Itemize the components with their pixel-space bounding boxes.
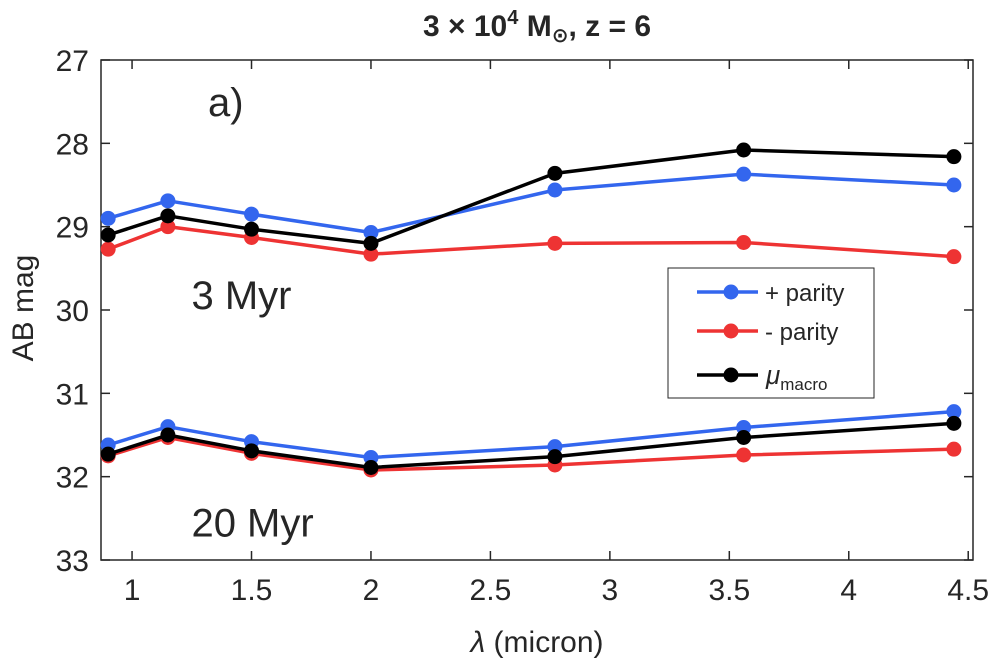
x-tick-label: 2.5 (470, 574, 512, 607)
data-point-parity-3-myr (363, 225, 379, 240)
data-point-mu-macro-3-myr (363, 235, 379, 251)
data-point-parity-3-myr (736, 166, 752, 182)
data-point-mu-macro-20-myr (160, 427, 176, 443)
data-point-parity-3-myr (160, 193, 176, 209)
data-point-mu-macro-3-myr (736, 142, 752, 158)
data-point-parity-20-myr (946, 441, 962, 457)
y-tick-label: 32 (56, 462, 89, 495)
data-point-parity-3-myr (946, 177, 962, 193)
data-point-mu-macro-20-myr (244, 443, 260, 459)
data-point-mu-macro-20-myr (547, 449, 563, 465)
data-point-mu-macro-3-myr (244, 221, 260, 237)
axis-ticks: 1 1.5 2 2.5 3 3.5 4 4.5 27 28 29 30 31 32 33 (56, 45, 989, 607)
series-layer (100, 142, 962, 478)
data-point-mu-macro-20-myr (736, 430, 752, 445)
y-tick-label: 27 (56, 45, 89, 78)
data-point-mu-macro-3-myr (547, 165, 563, 181)
data-point-parity-3-myr (547, 235, 563, 251)
legend-marker-plus-parity (723, 284, 739, 300)
x-tick-label: 1.5 (231, 574, 273, 607)
data-point-parity-3-myr (946, 249, 962, 265)
data-point-mu-macro-3-myr (946, 149, 962, 165)
x-axis-label: λ (micron) (468, 626, 603, 659)
data-point-mu-macro-3-myr (160, 208, 176, 224)
y-tick-label: 33 (56, 545, 89, 578)
data-point-mu-macro-20-myr (100, 446, 116, 462)
data-point-parity-3-myr (363, 246, 379, 262)
annotation-20-myr: 20 Myr (191, 502, 313, 546)
data-point-parity-3-myr (160, 219, 176, 235)
x-tick-label: 4 (840, 574, 857, 607)
data-point-parity-20-myr (946, 404, 962, 420)
legend-label-mu-macro: μmacro (765, 360, 827, 394)
y-tick-label: 30 (56, 295, 89, 328)
x-tick-label: 1 (124, 574, 141, 607)
x-tick-label: 3 (602, 574, 619, 607)
annotation-3-myr: 3 Myr (191, 274, 291, 318)
y-tick-label: 28 (56, 128, 89, 161)
data-point-parity-3-myr (100, 241, 116, 257)
x-tick-label: 3.5 (708, 574, 750, 607)
y-axis-label: AB mag (7, 255, 40, 362)
panel-label: a) (208, 81, 244, 125)
y-tick-label: 29 (56, 212, 89, 245)
data-point-mu-macro-20-myr (946, 415, 962, 431)
data-point-mu-macro-3-myr (100, 227, 116, 243)
y-tick-label: 31 (56, 378, 89, 411)
legend: + parity - parity μmacro (667, 267, 875, 399)
data-point-parity-20-myr (736, 447, 752, 463)
data-point-parity-3-myr (100, 210, 116, 226)
legend-marker-mu-macro (723, 367, 739, 383)
data-point-mu-macro-20-myr (363, 460, 379, 475)
data-point-parity-3-myr (244, 206, 260, 222)
x-tick-label: 2 (363, 574, 380, 607)
data-point-parity-3-myr (736, 235, 752, 250)
legend-marker-minus-parity (723, 323, 739, 339)
x-tick-label: 4.5 (947, 574, 989, 607)
data-point-parity-3-myr (547, 182, 563, 198)
legend-label-minus-parity: - parity (765, 319, 838, 346)
legend-label-plus-parity: + parity (765, 280, 844, 307)
chart-title: 3 × 104 M⊙, z = 6 (423, 7, 651, 47)
